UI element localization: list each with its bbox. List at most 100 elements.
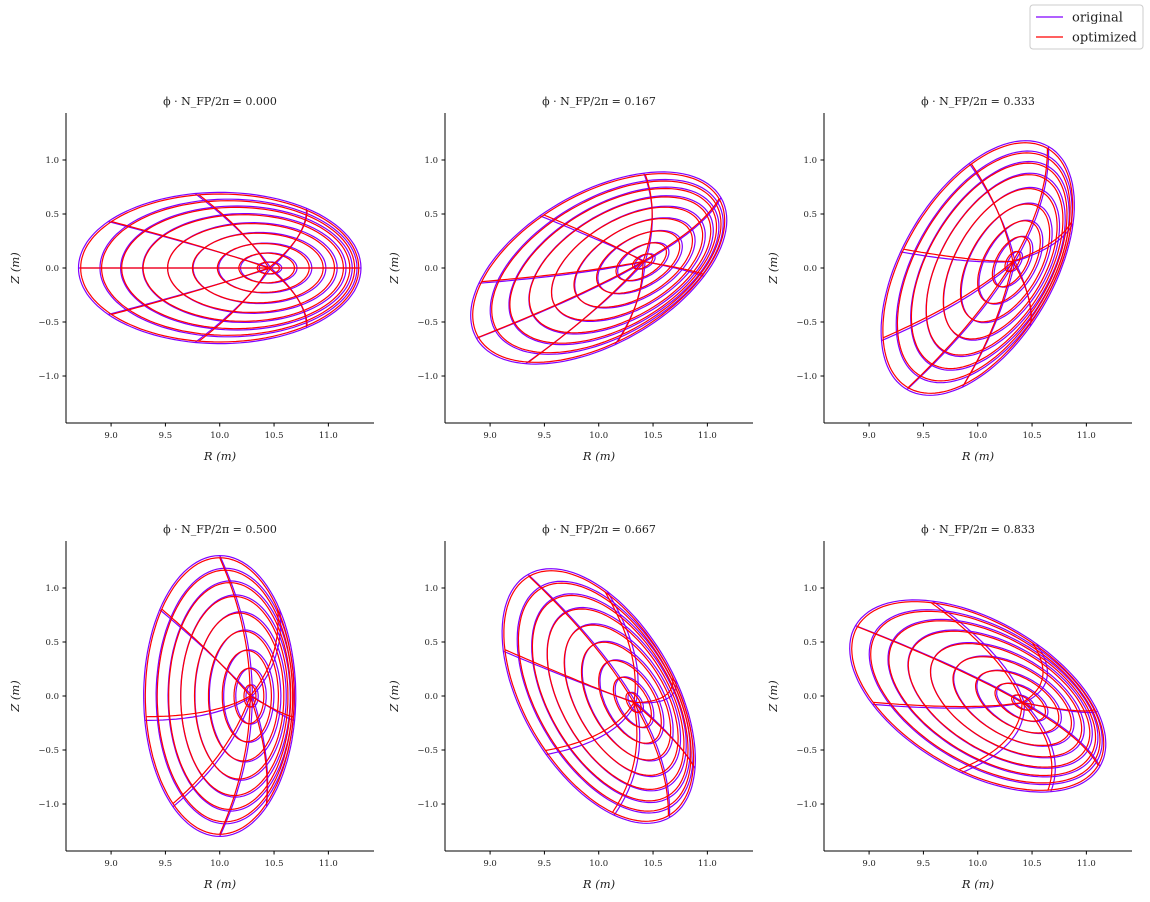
x-tick-label: 9.0 bbox=[862, 859, 876, 869]
y-tick-label: −0.5 bbox=[417, 746, 438, 756]
original-theta-line bbox=[1023, 702, 1056, 792]
legend-label-optimized: optimized bbox=[1072, 31, 1137, 46]
x-tick-label: 9.5 bbox=[917, 431, 931, 441]
y-axis-label: Z (m) bbox=[766, 680, 780, 713]
optimized-theta-line bbox=[1021, 702, 1053, 791]
optimized-theta-line bbox=[857, 626, 1023, 704]
x-tick-label: 9.0 bbox=[483, 431, 497, 441]
y-tick-label: −0.5 bbox=[796, 746, 817, 756]
x-tick-label: 10.0 bbox=[968, 859, 987, 869]
subplot-title: ϕ · N_FP/2π = 0.167 bbox=[542, 95, 656, 108]
original-theta-line bbox=[478, 260, 646, 284]
optimized-theta-line bbox=[249, 695, 294, 718]
x-tick-label: 10.5 bbox=[1023, 431, 1042, 441]
subplot-3: 9.0 9.5 10.0 10.5 11.0 1.0 0.5 0.0 −0.5 −1.0 R (m)… bbox=[8, 523, 374, 891]
subplots: 9.0 9.5 10.0 10.5 11.0 1.0 0.5 0.0 −0.5 −1.0 R (m)… bbox=[8, 95, 1132, 891]
y-tick-label: 0.5 bbox=[45, 638, 59, 648]
original-theta-line bbox=[219, 696, 253, 837]
optimized-theta-line bbox=[633, 702, 669, 816]
optimized-theta-line bbox=[161, 608, 251, 697]
x-tick-label: 9.0 bbox=[104, 431, 118, 441]
original-theta-line bbox=[546, 702, 637, 756]
optimized-theta-line bbox=[543, 214, 644, 262]
subplot-title: ϕ · N_FP/2π = 0.000 bbox=[163, 95, 277, 108]
y-axis-label: Z (m) bbox=[766, 252, 780, 285]
original-theta-line bbox=[900, 251, 1016, 263]
original-theta-line bbox=[144, 695, 253, 721]
plot-area bbox=[880, 140, 1075, 396]
optimized-theta-line bbox=[268, 267, 308, 326]
original-theta-line bbox=[643, 172, 653, 262]
x-tick-label: 10.0 bbox=[589, 859, 608, 869]
y-tick-label: −1.0 bbox=[796, 372, 817, 382]
y-tick-label: 0.5 bbox=[803, 210, 817, 220]
optimized-theta-line bbox=[268, 210, 308, 269]
x-tick-label: 9.5 bbox=[538, 431, 552, 441]
original-theta-line bbox=[872, 702, 1025, 709]
plot-area bbox=[143, 554, 297, 838]
subplot-5: 9.0 9.5 10.0 10.5 11.0 1.0 0.5 0.0 −0.5 −1.0 R (m)… bbox=[766, 523, 1132, 891]
optimized-theta-line bbox=[970, 163, 1014, 262]
y-axis-label: Z (m) bbox=[8, 680, 22, 713]
optimized-theta-line bbox=[930, 602, 1023, 703]
y-tick-label: −1.0 bbox=[417, 372, 438, 382]
plot-area bbox=[470, 171, 728, 365]
x-tick-label: 9.5 bbox=[159, 431, 173, 441]
x-tick-label: 11.0 bbox=[698, 859, 717, 869]
optimized-theta-line bbox=[958, 702, 1023, 771]
y-tick-label: 1.0 bbox=[45, 156, 59, 166]
y-axis-label: Z (m) bbox=[387, 680, 401, 713]
x-tick-label: 9.5 bbox=[538, 859, 552, 869]
optimized-theta-line bbox=[633, 677, 674, 704]
original-theta-line bbox=[932, 600, 1025, 703]
subplot-4: 9.0 9.5 10.0 10.5 11.0 1.0 0.5 0.0 −0.5 −1.0 R (m)… bbox=[387, 523, 753, 891]
x-tick-label: 11.0 bbox=[698, 431, 717, 441]
original-theta-line bbox=[644, 197, 722, 262]
optimized-theta-line bbox=[1012, 261, 1032, 323]
y-tick-label: −0.5 bbox=[38, 746, 59, 756]
optimized-theta-line bbox=[1021, 702, 1095, 712]
optimized-theta-line bbox=[198, 194, 270, 269]
subplot-title: ϕ · N_FP/2π = 0.667 bbox=[542, 523, 656, 536]
optimized-theta-line bbox=[111, 220, 269, 269]
y-tick-label: 0.5 bbox=[424, 638, 438, 648]
y-tick-label: 0.5 bbox=[424, 210, 438, 220]
subplot-title: ϕ · N_FP/2π = 0.833 bbox=[921, 523, 1035, 536]
subplot-title: ϕ · N_FP/2π = 0.500 bbox=[163, 523, 277, 536]
y-tick-label: −0.5 bbox=[417, 318, 438, 328]
plot-area bbox=[501, 568, 697, 824]
optimized-theta-line bbox=[882, 260, 1014, 339]
y-tick-label: 0.0 bbox=[803, 692, 817, 702]
legend-frame bbox=[1029, 4, 1144, 50]
y-tick-label: 0.0 bbox=[803, 264, 817, 274]
optimized-flux-surface bbox=[870, 610, 1101, 784]
optimized-theta-line bbox=[111, 267, 269, 316]
x-axis-label: R (m) bbox=[961, 877, 994, 891]
y-tick-label: 1.0 bbox=[424, 584, 438, 594]
y-tick-label: −0.5 bbox=[796, 318, 817, 328]
original-theta-line bbox=[219, 555, 253, 696]
x-tick-label: 11.0 bbox=[1077, 431, 1096, 441]
optimized-theta-line bbox=[1021, 642, 1044, 704]
optimized-theta-line bbox=[219, 557, 251, 696]
x-tick-label: 11.0 bbox=[319, 859, 338, 869]
optimized-theta-line bbox=[642, 198, 720, 262]
x-tick-label: 10.5 bbox=[265, 431, 284, 441]
y-axis-label: Z (m) bbox=[387, 252, 401, 285]
x-tick-label: 11.0 bbox=[1077, 859, 1096, 869]
subplot-0: 9.0 9.5 10.0 10.5 11.0 1.0 0.5 0.0 −0.5 −1.0 R (m)… bbox=[8, 95, 374, 463]
x-axis-label: R (m) bbox=[582, 449, 615, 463]
x-tick-label: 10.5 bbox=[644, 431, 663, 441]
y-tick-label: 0.0 bbox=[424, 264, 438, 274]
y-tick-label: −0.5 bbox=[38, 318, 59, 328]
x-axis-label: R (m) bbox=[582, 877, 615, 891]
original-theta-line bbox=[635, 702, 671, 818]
optimized-theta-line bbox=[172, 695, 251, 805]
optimized-flux-surface bbox=[193, 612, 285, 780]
optimized-theta-line bbox=[1012, 221, 1073, 262]
x-tick-label: 9.0 bbox=[104, 859, 118, 869]
y-tick-label: 0.0 bbox=[45, 264, 59, 274]
optimized-flux-surface bbox=[491, 180, 722, 354]
x-tick-label: 10.5 bbox=[1023, 859, 1042, 869]
